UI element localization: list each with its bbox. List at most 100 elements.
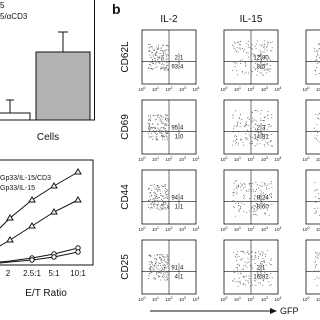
event-dot bbox=[153, 269, 155, 271]
event-dot bbox=[250, 53, 252, 55]
tick-base: 10 bbox=[261, 297, 267, 302]
event-dot bbox=[165, 58, 167, 60]
event-dot bbox=[263, 259, 265, 261]
event-dot bbox=[266, 64, 268, 66]
event-dot bbox=[263, 120, 265, 121]
event-dot bbox=[269, 124, 270, 125]
event-dot bbox=[233, 46, 235, 48]
event-dot bbox=[167, 55, 169, 56]
event-dot bbox=[156, 52, 158, 54]
event-dot bbox=[316, 67, 318, 69]
event-dot bbox=[162, 136, 163, 138]
event-dot bbox=[259, 278, 261, 280]
event-dot bbox=[264, 145, 266, 147]
event-dot bbox=[156, 136, 158, 137]
event-dot bbox=[154, 63, 156, 65]
event-dot bbox=[264, 255, 266, 257]
event-dot bbox=[242, 131, 244, 132]
event-dot bbox=[166, 49, 168, 51]
event-dot bbox=[268, 281, 270, 282]
event-dot bbox=[316, 124, 318, 125]
event-dot bbox=[165, 194, 167, 196]
event-dot bbox=[260, 51, 262, 53]
event-dot bbox=[153, 184, 155, 185]
event-dot bbox=[266, 45, 268, 47]
event-dot bbox=[155, 197, 157, 199]
event-dot bbox=[247, 40, 249, 42]
event-dot bbox=[161, 267, 163, 269]
event-dot bbox=[238, 47, 240, 49]
event-dot bbox=[160, 68, 162, 69]
event-dot bbox=[260, 118, 262, 120]
event-dot bbox=[255, 181, 257, 183]
event-dot bbox=[318, 198, 320, 199]
event-dot bbox=[264, 56, 266, 58]
event-dot bbox=[157, 59, 158, 61]
event-dot bbox=[156, 185, 158, 186]
event-dot bbox=[158, 208, 159, 210]
event-dot bbox=[316, 189, 318, 191]
event-dot bbox=[164, 123, 166, 125]
axis-tick-label: 104 bbox=[275, 156, 282, 162]
event-dot bbox=[164, 184, 166, 186]
event-dot bbox=[156, 139, 158, 140]
event-dot bbox=[160, 272, 162, 274]
legend-text: 5/αCD3 bbox=[0, 12, 28, 21]
axis-tick-label: 100 bbox=[139, 156, 146, 162]
event-dot bbox=[235, 62, 237, 64]
event-dot bbox=[158, 47, 160, 49]
tick-base: 10 bbox=[193, 157, 199, 162]
event-dot bbox=[166, 264, 168, 266]
event-dot bbox=[232, 117, 234, 119]
event-dot bbox=[152, 115, 154, 117]
event-dot bbox=[156, 187, 157, 189]
event-dot bbox=[149, 192, 151, 193]
event-dot bbox=[164, 268, 166, 270]
event-dot bbox=[236, 51, 237, 52]
event-dot bbox=[165, 191, 167, 193]
event-dot bbox=[315, 196, 317, 198]
event-dot bbox=[158, 187, 160, 189]
event-dot bbox=[255, 210, 257, 212]
event-dot bbox=[266, 72, 268, 74]
event-dot bbox=[162, 208, 163, 209]
event-dot bbox=[163, 127, 165, 129]
event-dot bbox=[236, 136, 237, 137]
tick-exponent: 3 bbox=[184, 156, 186, 160]
event-dot bbox=[158, 276, 160, 277]
event-dot bbox=[270, 181, 272, 182]
tick-exponent: 1 bbox=[157, 156, 159, 160]
event-dot bbox=[167, 131, 169, 133]
axis-tick-label: 101 bbox=[316, 86, 320, 92]
event-dot bbox=[264, 272, 266, 274]
event-dot bbox=[250, 270, 252, 272]
quadrant-value: 8 bbox=[257, 204, 261, 210]
event-dot bbox=[166, 61, 168, 63]
tick-exponent: 0 bbox=[144, 296, 146, 300]
event-dot bbox=[264, 51, 266, 53]
event-dot bbox=[248, 278, 250, 279]
event-dot bbox=[232, 114, 234, 116]
event-dot bbox=[315, 211, 317, 213]
event-dot bbox=[267, 250, 269, 251]
event-dot bbox=[247, 129, 248, 131]
event-dot bbox=[261, 199, 262, 201]
event-dot bbox=[314, 182, 316, 184]
event-dot bbox=[263, 200, 264, 202]
event-dot bbox=[156, 273, 157, 275]
event-dot bbox=[252, 206, 253, 208]
event-dot bbox=[164, 265, 166, 266]
event-dot bbox=[262, 134, 263, 135]
event-dot bbox=[257, 140, 259, 142]
event-dot bbox=[164, 207, 166, 209]
event-dot bbox=[153, 192, 155, 194]
tick-exponent: 3 bbox=[184, 226, 186, 230]
event-dot bbox=[166, 65, 168, 66]
event-dot bbox=[253, 207, 255, 209]
event-dot bbox=[257, 196, 258, 198]
event-dot bbox=[237, 251, 238, 253]
event-dot bbox=[239, 122, 241, 124]
event-dot bbox=[236, 187, 238, 188]
event-dot bbox=[151, 68, 152, 69]
event-dot bbox=[236, 125, 237, 127]
